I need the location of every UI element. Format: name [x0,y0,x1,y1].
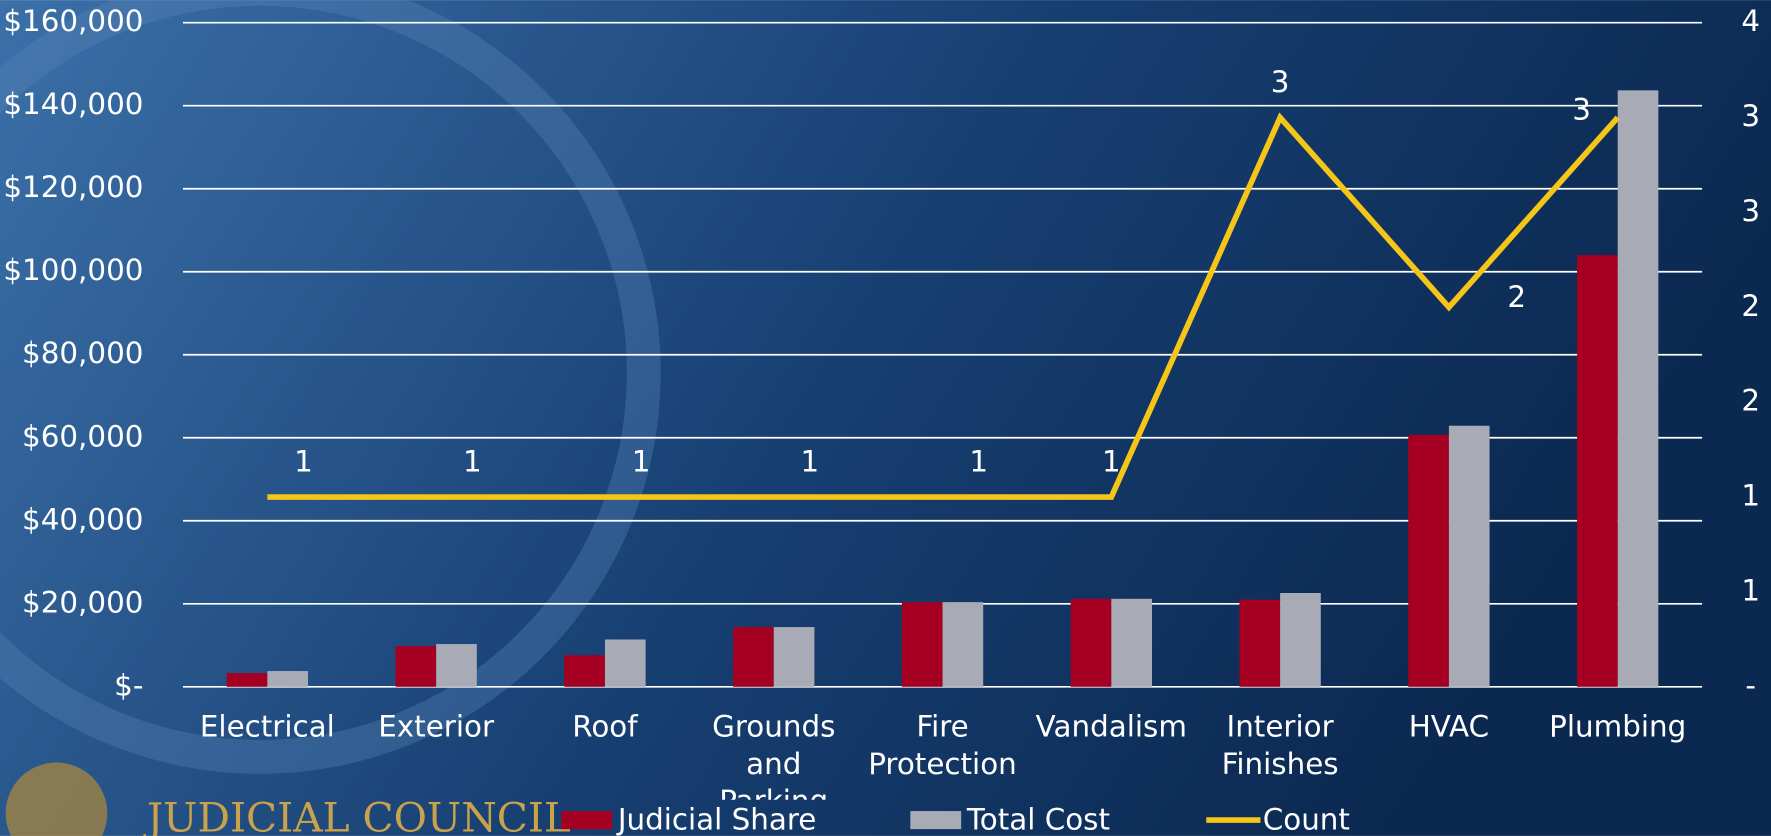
y-tick-label: $80,000 [22,336,143,370]
x-tick-label: Plumbing [1549,710,1687,745]
y2-tick-label: 3 [1741,99,1760,133]
y2-tick-label: 4 [1741,4,1760,38]
legend-swatch [561,811,613,830]
y-tick-label: $40,000 [22,502,143,536]
x-tick-label-box: Interior Finishes [1221,710,1339,782]
x-tick-label-box: Plumbing [1549,710,1687,745]
y-tick-label: $120,000 [3,170,143,204]
y-tick-label: $20,000 [22,585,143,619]
y2-tick-label: 1 [1741,573,1760,607]
bar [1239,599,1281,687]
legend-label: Count [1263,803,1350,836]
data-label: 1 [969,445,988,479]
bar [942,602,984,687]
bar [1070,598,1112,687]
bar [1617,90,1659,687]
x-tick-label: Interior Finishes [1221,710,1339,782]
legend-swatch [910,811,962,830]
x-tick-label: Exterior [378,710,495,745]
bar [1111,598,1152,687]
count-line [267,112,1620,500]
x-tick-label: Roof [572,710,638,745]
x-tick-label: Vandalism [1035,710,1187,745]
x-tick-label-box: Vandalism [1035,710,1187,745]
logo-text: JUDICIAL COUNCIL [143,794,571,836]
y2-tick-label: 2 [1741,384,1760,418]
bar [604,639,646,687]
x-tick-label-box: Exterior [378,710,495,745]
x-tick-label-box: Electrical [199,710,335,745]
data-label: 2 [1507,280,1526,314]
y2-tick-label: 3 [1741,194,1760,228]
seal-watermark [0,0,661,774]
bar [733,627,774,687]
data-label: 3 [1271,65,1290,99]
y-tick-label: $60,000 [22,419,143,453]
y-tick-label: $140,000 [3,87,143,121]
bar [436,644,477,687]
data-label: 1 [801,445,820,479]
bar [226,673,268,687]
legend-label: Judicial Share [616,803,817,836]
y-tick-label: $- [114,668,143,702]
x-tick-label: Grounds and Parking [712,710,836,800]
bar [773,627,815,687]
x-tick-label: Electrical [199,710,335,745]
x-tick-label-box: Roof [572,710,638,745]
x-tick-label: Fire Protection [868,710,1017,782]
bar [267,671,309,687]
data-label: 1 [632,445,651,479]
y-tick-label: $100,000 [3,253,143,287]
x-tick-label: HVAC [1408,710,1490,745]
x-tick-label-box: Grounds and Parking [712,710,836,800]
bar [1280,593,1321,687]
data-label: 1 [1102,445,1121,479]
bar [395,646,437,687]
data-label: 1 [294,445,313,479]
data-label: 3 [1572,92,1591,126]
legend-label: Total Cost [966,803,1110,836]
y2-tick-label: 2 [1741,289,1760,323]
bar [564,655,605,687]
y2-tick-label: - [1745,668,1756,702]
logo-seal [5,762,108,836]
bar [1408,434,1449,687]
x-tick-label-box: HVAC [1408,710,1490,745]
y2-tick-label: 1 [1741,479,1760,513]
bar [901,602,943,687]
bar [1577,255,1618,687]
x-tick-label-box: Fire Protection [868,710,1017,782]
data-label: 1 [463,445,482,479]
y-tick-label: $160,000 [3,4,143,38]
bar [1448,425,1490,687]
